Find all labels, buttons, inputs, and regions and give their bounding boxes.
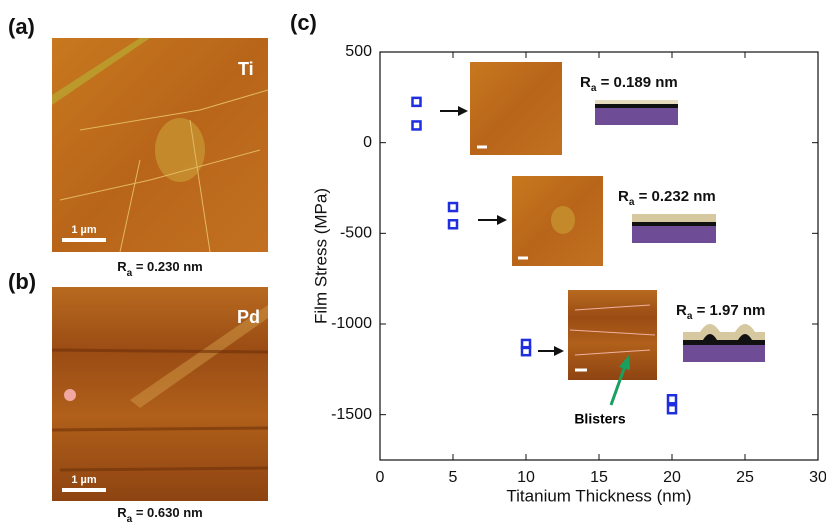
panel-label: (b)	[8, 269, 36, 294]
layer	[595, 100, 678, 104]
point	[668, 405, 676, 413]
y-tick-label: -1500	[331, 406, 372, 423]
y-tick-label: -1000	[331, 315, 372, 332]
substrate	[595, 108, 678, 125]
roughness-caption: Ra = 0.230 nm	[117, 259, 202, 279]
y-tick-label: 0	[363, 134, 372, 151]
roughness-caption: Ra = 0.630 nm	[117, 505, 202, 523]
annotation: Blisters	[574, 411, 626, 427]
substrate	[632, 226, 716, 243]
layer	[632, 214, 716, 222]
point	[413, 98, 421, 106]
arrow-head	[554, 346, 564, 356]
arrow-head	[497, 215, 507, 225]
x-tick-label: 10	[517, 469, 535, 486]
afm-feature	[64, 389, 76, 401]
inset-roughness: Ra = 0.232 nm	[618, 188, 716, 208]
layer	[632, 222, 716, 226]
arrow-head	[458, 106, 468, 116]
figure: (a) Ti 1 µm Ra = 0.230 nm (b) Pd 1 µm Ra…	[0, 0, 826, 523]
x-tick-label: 15	[590, 469, 608, 486]
x-tick-label: 20	[663, 469, 681, 486]
x-tick-label: 5	[449, 469, 458, 486]
inset-roughness: Ra = 0.189 nm	[580, 74, 678, 94]
point	[668, 395, 676, 403]
x-tick-label: 0	[376, 469, 385, 486]
x-axis-label: Titanium Thickness (nm)	[506, 486, 691, 505]
layer	[683, 324, 765, 342]
inset-roughness: Ra = 1.97 nm	[676, 302, 765, 322]
point	[413, 121, 421, 129]
point	[522, 347, 530, 355]
scale-label: 1 µm	[71, 474, 97, 486]
afm-inset	[470, 62, 562, 155]
image-tag: Pd	[237, 307, 260, 327]
chart: 500 0 -500 -1000 -1500 0 5 10 15 20 25 30 Titanium T…	[311, 43, 826, 505]
point	[449, 220, 457, 228]
image-tag: Ti	[238, 59, 254, 79]
panel-label: (c)	[290, 10, 317, 35]
x-tick-label: 30	[809, 469, 826, 486]
point	[449, 203, 457, 211]
afm-feature	[551, 206, 575, 234]
layer	[595, 104, 678, 108]
y-axis-label: Film Stress (MPa)	[311, 188, 330, 324]
y-tick-label: 500	[345, 43, 372, 60]
y-tick-label: -500	[340, 225, 372, 242]
scale-label: 1 µm	[71, 224, 97, 236]
x-tick-label: 25	[736, 469, 754, 486]
panel-label: (a)	[8, 14, 35, 39]
afm-inset	[568, 290, 657, 380]
substrate	[683, 345, 765, 362]
